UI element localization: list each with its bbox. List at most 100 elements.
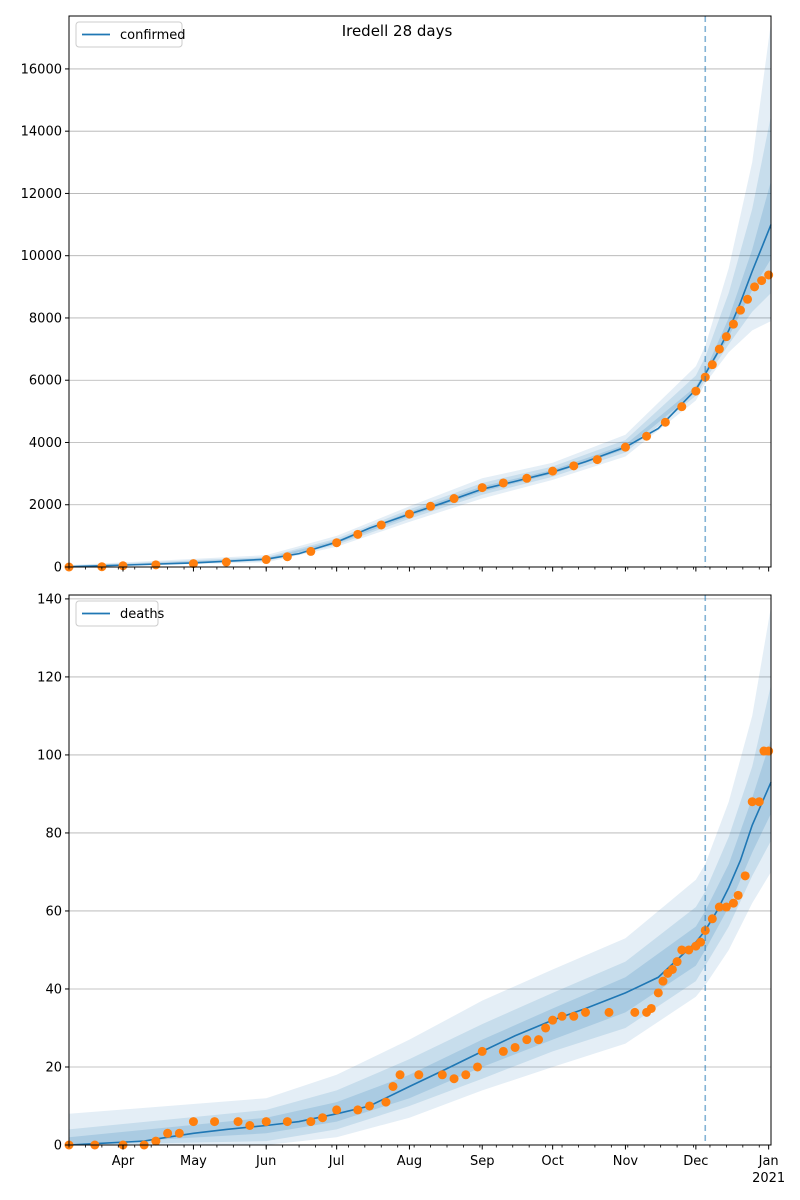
- deaths-observed-point-13: [306, 1117, 316, 1127]
- deaths-observed-point-54: [733, 890, 743, 900]
- deaths-observed-point-27: [498, 1046, 508, 1056]
- deaths-band-0: [69, 606, 771, 1145]
- xtick-label-jul: Jul: [328, 1154, 345, 1169]
- deaths-observed-point-12: [282, 1117, 292, 1127]
- deaths-observed-point-17: [365, 1101, 375, 1111]
- deaths-observed-point-48: [696, 937, 706, 947]
- deaths-observed-point-31: [541, 1023, 551, 1033]
- confirmed-observed-point-25: [691, 386, 701, 396]
- confirmed-observed-point-35: [764, 270, 774, 280]
- confirmed-observed-point-23: [660, 417, 670, 427]
- xtick-label-may: May: [180, 1154, 207, 1169]
- deaths-observed-point-43: [667, 964, 677, 974]
- deaths-observed-point-24: [461, 1070, 471, 1080]
- deaths-observed-point-29: [522, 1035, 532, 1045]
- deaths-observed-point-56: [747, 797, 757, 807]
- confirmed-ytick-label-4: 8000: [29, 311, 62, 326]
- confirmed-observed-point-30: [728, 319, 738, 329]
- deaths-observed-point-21: [414, 1070, 424, 1080]
- deaths-observed-point-10: [245, 1120, 255, 1130]
- confirmed-ytick-label-0: 0: [54, 561, 62, 576]
- deaths-legend-label: deaths: [120, 607, 165, 622]
- confirmed-observed-point-33: [750, 282, 760, 292]
- confirmed-legend-label: confirmed: [120, 28, 186, 43]
- confirmed-observed-point-20: [592, 455, 602, 465]
- xtick-label-nov: Nov: [613, 1154, 639, 1169]
- xtick-label-apr: Apr: [112, 1154, 135, 1169]
- confirmed-observed-point-24: [677, 402, 687, 412]
- deaths-legend-box: [75, 600, 159, 627]
- deaths-ytick-label-7: 140: [37, 592, 62, 607]
- confirmed-observed-point-18: [548, 466, 558, 476]
- deaths-axes-frame: [68, 594, 772, 1146]
- deaths-observed-point-18: [381, 1097, 391, 1107]
- deaths-observed-point-15: [332, 1105, 342, 1115]
- deaths-observed-point-4: [151, 1136, 161, 1146]
- confirmed-observed-point-6: [261, 555, 271, 565]
- deaths-observed-point-57: [754, 797, 764, 807]
- deaths-observed-point-35: [581, 1007, 591, 1017]
- confirmed-ytick-label-3: 6000: [29, 374, 62, 389]
- deaths-ytick-label-5: 100: [37, 748, 62, 763]
- deaths-observed-point-11: [261, 1117, 271, 1127]
- confirmed-observed-point-12: [404, 509, 414, 519]
- confirmed-model-line: [68, 224, 772, 568]
- deaths-panel: 0 20 40 60 80 100 120 140 Apr May Jun Jul Aug Sep Oct N…: [37, 592, 785, 1186]
- confirmed-observed-point-16: [498, 478, 508, 488]
- confirmed-axes-frame: [68, 15, 772, 568]
- deaths-observed-point-9: [233, 1117, 243, 1127]
- confirmed-panel: 0 2000 4000 6000 8000 10000 12000 14000 16000 con…: [21, 15, 774, 576]
- deaths-observed-point-14: [318, 1113, 328, 1123]
- deaths-observed-point-16: [353, 1105, 363, 1115]
- deaths-ytick-label-6: 120: [37, 670, 62, 685]
- deaths-ytick-label-2: 40: [45, 982, 62, 997]
- confirmed-ytick-label-7: 14000: [21, 125, 62, 140]
- xtick-label-aug: Aug: [397, 1154, 422, 1169]
- deaths-band-1: [69, 684, 771, 1145]
- deaths-ytick-label-0: 0: [54, 1139, 62, 1154]
- deaths-observed-point-26: [477, 1046, 487, 1056]
- confirmed-observed-point-9: [332, 538, 342, 548]
- deaths-observed-point-7: [188, 1117, 198, 1127]
- confirmed-observed-point-4: [188, 559, 198, 569]
- deaths-observed-point-28: [510, 1042, 520, 1052]
- confirmed-observed-point-2: [118, 561, 128, 571]
- xtick-label-dec: Dec: [683, 1154, 708, 1169]
- confirmed-observed-point-14: [449, 494, 459, 504]
- confirmed-ytick-label-1: 2000: [29, 498, 62, 513]
- confirmed-observed-point-21: [620, 442, 630, 452]
- deaths-observed-point-39: [646, 1003, 656, 1013]
- confirmed-observed-point-17: [522, 473, 532, 483]
- deaths-observed-point-41: [658, 976, 668, 986]
- confirmed-observed-point-15: [477, 483, 487, 493]
- deaths-observed-point-30: [534, 1035, 544, 1045]
- confirmed-legend: confirmed: [75, 21, 186, 48]
- deaths-observed-point-51: [714, 902, 724, 912]
- deaths-observed-point-59: [764, 746, 774, 756]
- deaths-observed-point-44: [672, 957, 682, 967]
- confirmed-observed-point-22: [642, 431, 652, 441]
- confirmed-observed-point-31: [735, 305, 745, 315]
- confirmed-observed-point-8: [306, 546, 316, 556]
- confirmed-ytick-label-2: 4000: [29, 436, 62, 451]
- deaths-observed-point-25: [473, 1062, 483, 1072]
- deaths-ytick-label-3: 60: [45, 904, 62, 919]
- confirmed-ytick-label-6: 12000: [21, 187, 62, 202]
- confirmed-observed-point-10: [353, 529, 363, 539]
- deaths-observed-point-19: [388, 1081, 398, 1091]
- confirmed-observed-point-32: [743, 294, 753, 304]
- xtick-label-jan: Jan: [758, 1154, 779, 1169]
- deaths-observed-point-33: [557, 1011, 567, 1021]
- deaths-observed-point-55: [740, 871, 750, 881]
- confirmed-observed-point-7: [282, 552, 292, 562]
- deaths-observed-point-23: [449, 1074, 459, 1084]
- confirmed-observed-point-19: [569, 461, 579, 471]
- deaths-observed-point-45: [677, 945, 687, 955]
- deaths-observed-point-37: [630, 1007, 640, 1017]
- deaths-observed-point-36: [604, 1007, 614, 1017]
- xtick-label-jun: Jun: [255, 1154, 276, 1169]
- deaths-observed-point-52: [721, 902, 731, 912]
- confirmed-observed-point-3: [151, 560, 161, 570]
